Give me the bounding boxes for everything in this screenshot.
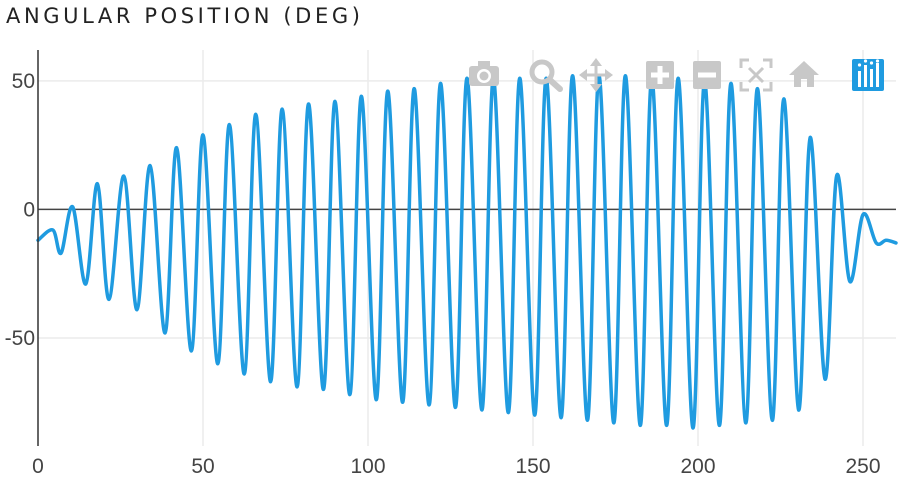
modebar xyxy=(469,58,884,92)
zoom-out-icon[interactable] xyxy=(693,61,721,89)
chart-title: ANGULAR POSITION (DEG) xyxy=(6,4,364,28)
plotly-logo-icon[interactable] xyxy=(852,59,884,91)
zoom-in-icon[interactable] xyxy=(646,61,674,89)
angular-position-series-line xyxy=(36,73,898,430)
x-tick-label: 100 xyxy=(350,455,385,478)
camera-icon[interactable] xyxy=(469,61,499,86)
x-tick-label: 150 xyxy=(515,455,550,478)
y-tick-label: -50 xyxy=(5,327,35,350)
y-tick-label: 0 xyxy=(23,198,35,221)
home-icon[interactable] xyxy=(789,61,819,87)
grid xyxy=(38,50,896,446)
tick-labels: 0 50 100 150 200 250 -50 0 50 xyxy=(5,70,881,478)
pan-icon[interactable] xyxy=(579,58,613,92)
x-tick-label: 50 xyxy=(191,455,214,478)
autoscale-icon[interactable] xyxy=(739,58,773,92)
zoom-icon[interactable] xyxy=(529,59,563,92)
y-tick-label: 50 xyxy=(12,70,35,93)
x-tick-label: 200 xyxy=(680,455,715,478)
x-tick-label: 0 xyxy=(32,455,44,478)
x-tick-label: 250 xyxy=(845,455,880,478)
series-layer xyxy=(36,73,898,430)
